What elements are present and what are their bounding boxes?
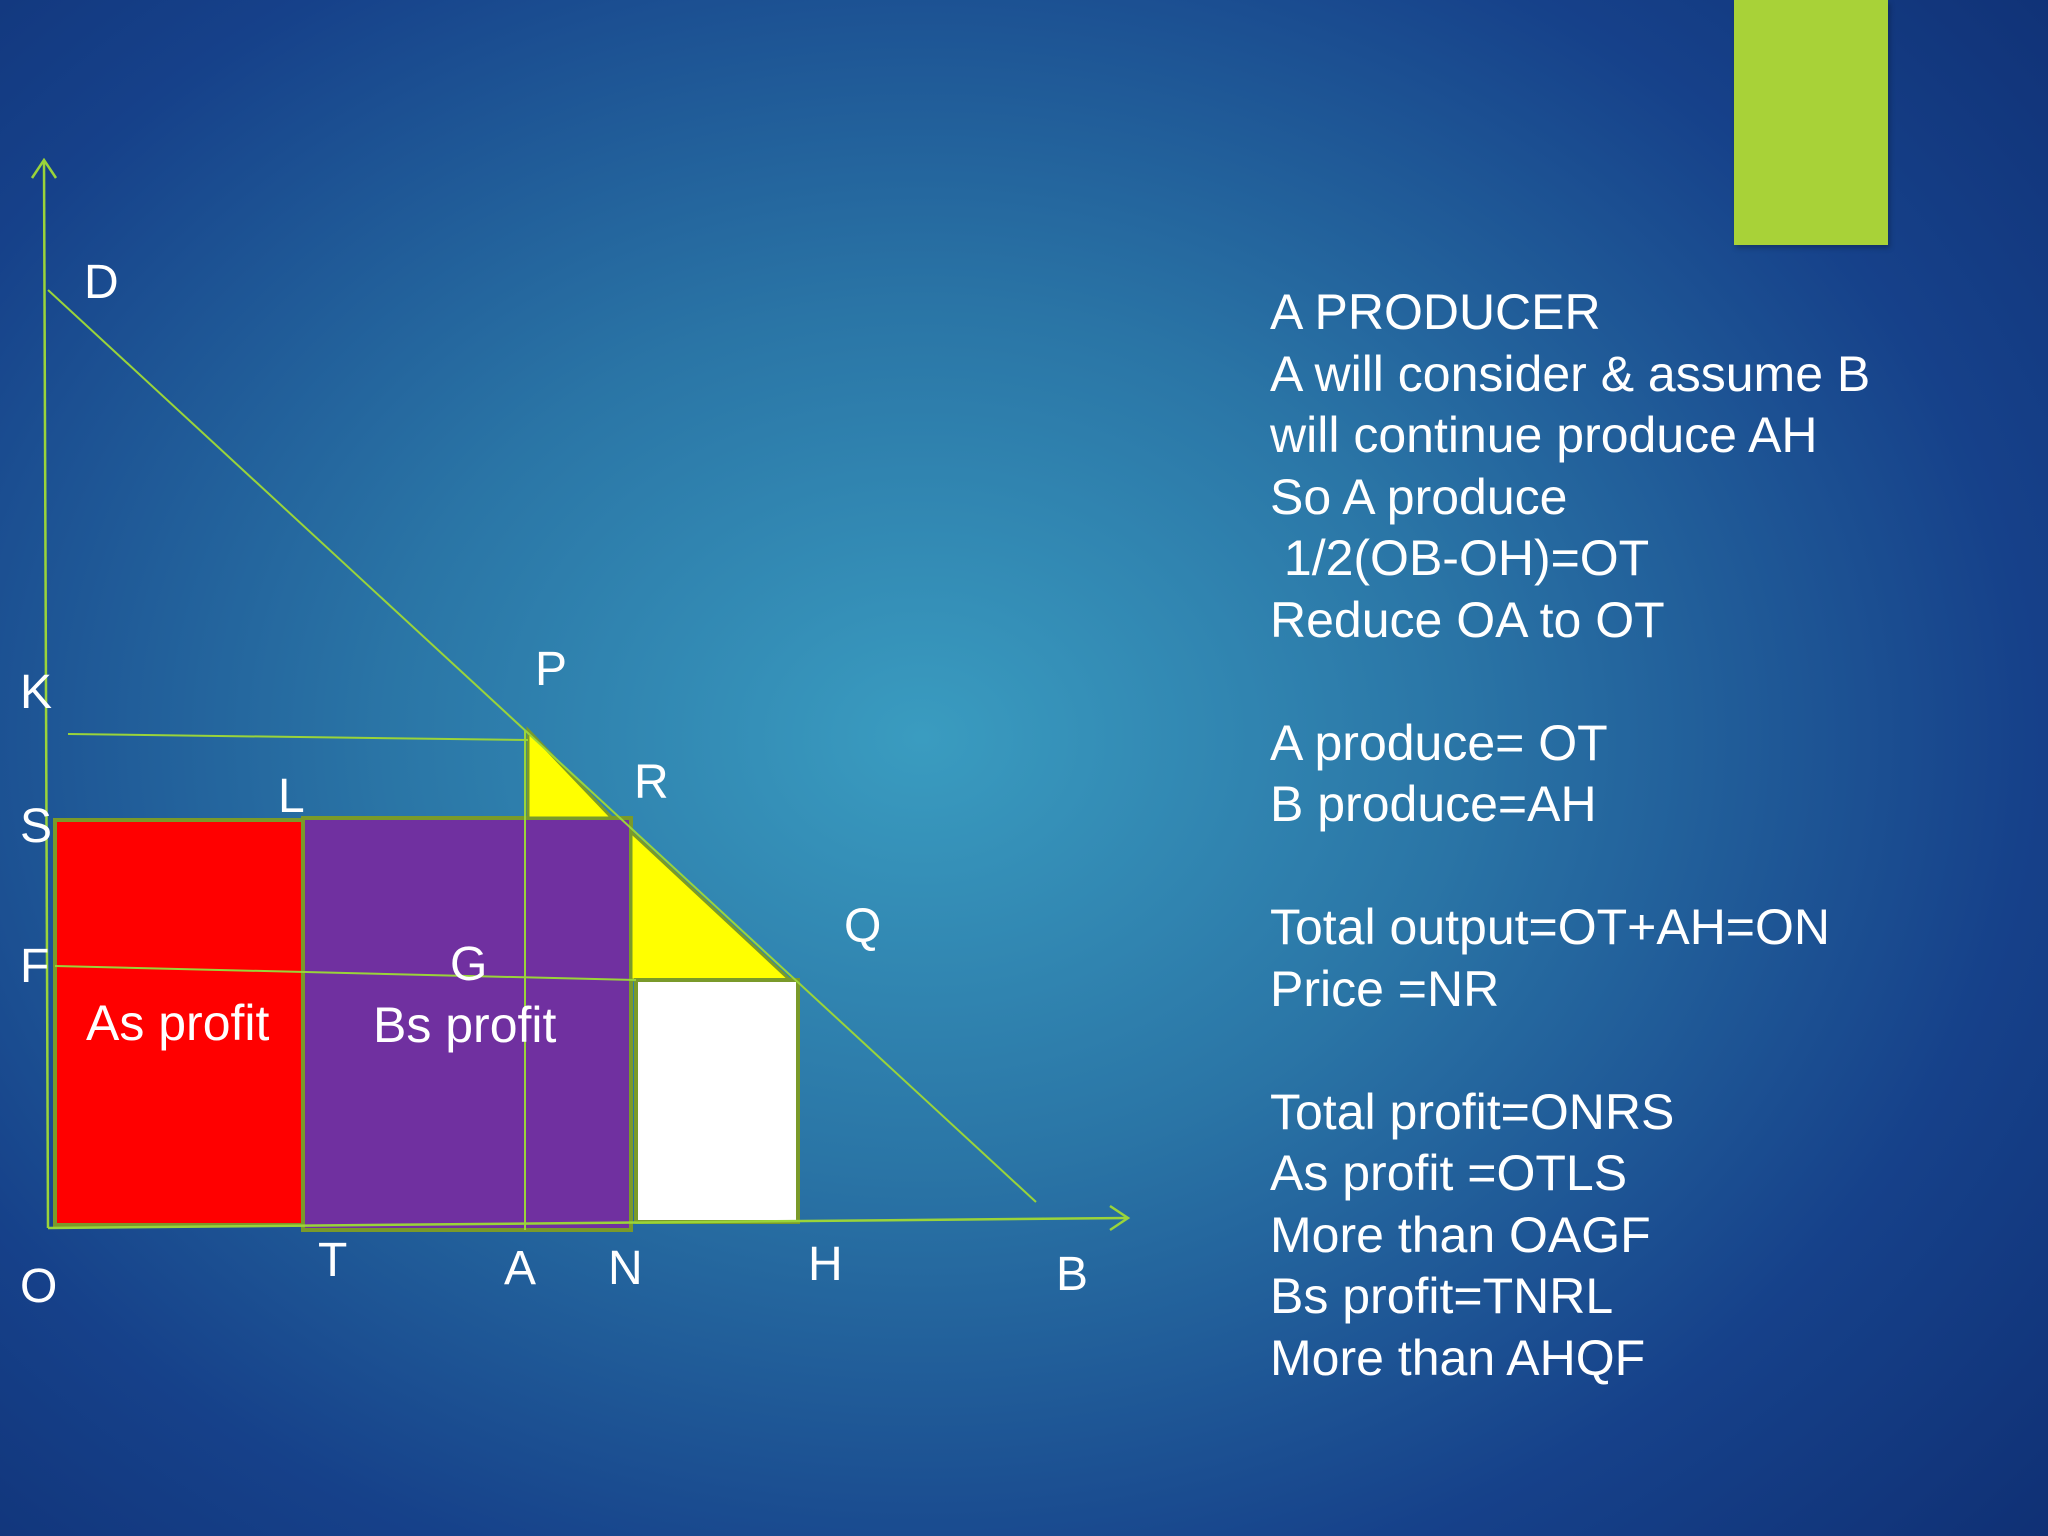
note-line: A will consider & assume B [1270, 345, 1871, 402]
b-profit-label: Bs profit [373, 997, 557, 1053]
b-profit-region [301, 816, 633, 1232]
f-guide-line [54, 965, 637, 981]
a-profit-label: As profit [86, 995, 270, 1051]
demand-line [47, 289, 1037, 1203]
note-line: More than OAGF [1270, 1206, 1651, 1263]
note-line: So A produce [1270, 468, 1568, 525]
label-b: B [1056, 1248, 1088, 1301]
yellow-triangle-lower [629, 828, 794, 982]
label-g: G [450, 938, 487, 991]
label-p: P [535, 643, 567, 696]
note-line: A PRODUCER [1270, 284, 1601, 340]
label-r: R [634, 756, 669, 809]
label-t: T [318, 1234, 347, 1287]
note-line: As profit =OTLS [1270, 1145, 1628, 1201]
note-line: More than AHQF [1270, 1329, 1646, 1386]
note-line: Total output=OT+AH=ON [1270, 899, 1831, 955]
duopoly-diagram: D P R Q K S F L G O T A N H B As profit … [20, 157, 1131, 1313]
note-line: A produce= OT [1270, 714, 1608, 771]
label-d: D [84, 256, 119, 309]
white-region [634, 978, 800, 1224]
note-line: Price =NR [1270, 960, 1500, 1017]
note-line [1270, 836, 1990, 898]
note-line [1270, 651, 1990, 713]
label-f: F [20, 940, 49, 993]
y-axis [30, 157, 58, 1229]
note-line [1270, 1020, 1990, 1082]
yellow-triangle-upper [526, 726, 616, 820]
label-q: Q [844, 900, 881, 953]
note-line: Bs profit=TNRL [1270, 1268, 1614, 1324]
label-l: L [278, 770, 305, 823]
x-axis [47, 1204, 1131, 1232]
note-line: will continue produce AH [1270, 407, 1818, 463]
label-h: H [808, 1238, 843, 1291]
k-guide-line [67, 733, 529, 741]
label-o: O [20, 1260, 57, 1313]
label-n: N [608, 1242, 643, 1295]
label-a: A [504, 1242, 536, 1295]
note-line: B produce=AH [1270, 776, 1597, 832]
note-line: Reduce OA to OT [1270, 591, 1665, 648]
accent-bar [1734, 0, 1888, 245]
label-k: K [20, 666, 52, 719]
note-line: 1/2(OB-OH)=OT [1270, 530, 1650, 586]
a-profit-region [53, 818, 305, 1227]
label-s: S [20, 800, 52, 853]
note-line: Total profit=ONRS [1270, 1083, 1675, 1140]
